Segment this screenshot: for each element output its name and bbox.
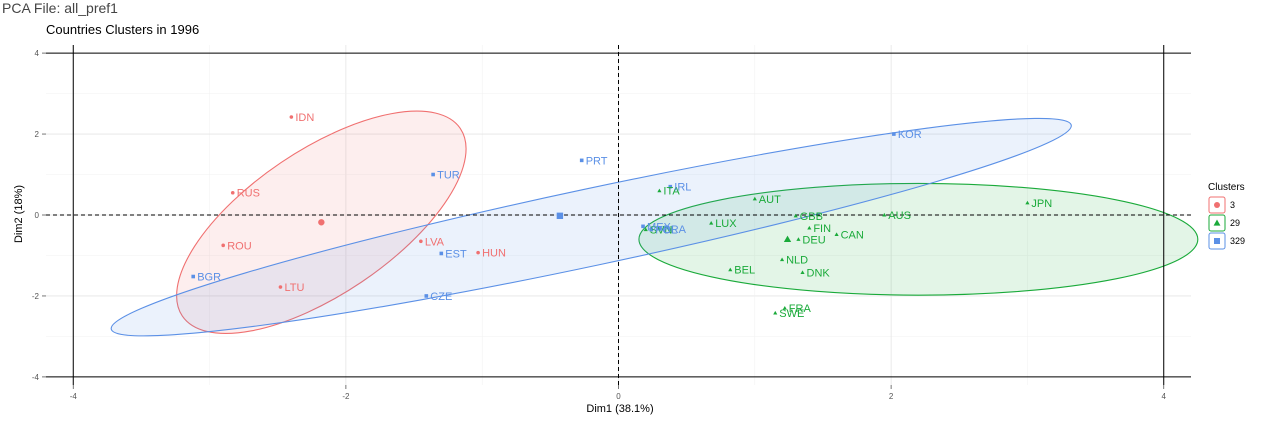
cluster-centroid [556,212,564,220]
legend-label: 29 [1230,218,1240,228]
data-point [191,274,196,279]
data-point [780,257,785,262]
point-label: PRT [586,155,608,167]
data-point [641,224,645,229]
cluster-centroid [318,219,325,226]
legend-marker [1213,219,1221,226]
point-label: DEU [802,234,825,246]
data-point [230,190,235,195]
data-point [476,250,480,255]
data-point [807,225,812,230]
point-label: TUR [437,170,460,182]
legend-title: Clusters [1208,182,1245,193]
point-label: RUS [237,188,260,200]
point-label: LTU [284,282,304,294]
y-axis-label: Dim2 (18%) [13,185,25,243]
data-point [892,132,896,136]
data-points [191,115,1030,315]
point-label: DNK [807,267,831,279]
y-tick-label: 4 [35,49,40,58]
chart-title: Countries Clusters in 1996 [46,22,200,37]
data-point [796,237,801,241]
point-label: CAN [841,229,864,241]
data-point [752,196,757,201]
axes: -4 -2 0 2 4 -4 -2 0 2 4 [32,45,1191,401]
x-tick-label: 4 [1162,392,1167,401]
data-point [668,184,673,189]
point-label: NLD [786,255,808,267]
legend-marker [1214,202,1220,208]
data-point [1025,200,1030,205]
data-point [834,232,839,236]
cluster-ellipse [110,117,1072,337]
data-point [419,239,423,244]
point-label: SWE [779,308,804,320]
point-label: BGR [197,272,221,284]
point-label: LVA [425,236,445,248]
point-label: CZE [430,291,452,303]
legend-label: 3 [1230,200,1235,210]
point-label: BEL [734,265,755,277]
data-point [579,158,584,163]
data-point [728,267,733,272]
point-label: LUX [715,218,737,230]
data-point [882,212,887,217]
point-label: GBB [800,211,823,223]
data-point [439,251,444,256]
point-label: POL [655,225,677,237]
data-point [800,270,805,275]
cluster-ellipse [638,182,1199,296]
legend-marker [1214,238,1220,244]
data-point [773,310,778,315]
point-label: MEX [647,221,672,233]
point-label: IDN [295,112,314,124]
point-label: IRL [674,182,691,194]
y-tick-label: 2 [35,130,40,139]
point-label: ITA [663,186,680,198]
x-tick-label: -2 [342,392,350,401]
cluster-centroid [783,235,792,243]
point-label: FIN [813,223,831,235]
point-label: JPN [1031,198,1052,210]
data-point [431,172,435,177]
y-tick-label: -2 [32,292,40,301]
point-label: AUT [759,194,781,206]
file-title: PCA File: all_pref1 [2,0,118,16]
data-point [289,115,294,119]
x-tick-label: -4 [70,392,78,401]
point-label: HUN [482,248,506,260]
x-tick-label: 2 [889,392,894,401]
data-point [649,227,654,232]
point-label: ROU [227,240,252,252]
point-label: BRA [663,224,686,236]
data-point [657,226,662,231]
legend-label: 329 [1230,236,1245,246]
data-point [278,285,283,289]
data-point [793,213,798,218]
data-point [782,306,787,310]
y-tick-label: -4 [32,373,40,382]
point-label: KOR [898,129,922,141]
point-label: AUS [888,210,911,222]
data-point [643,227,648,232]
x-tick-label: 0 [616,392,621,401]
data-point [424,294,429,298]
point-label: FRA [789,303,812,315]
point-label: SVN [650,225,673,237]
x-axis-label: Dim1 (38.1%) [586,403,653,415]
data-point [221,243,226,248]
y-tick-label: 0 [35,211,40,220]
data-point [709,221,714,225]
data-point [657,188,662,193]
point-label: EST [445,248,467,260]
